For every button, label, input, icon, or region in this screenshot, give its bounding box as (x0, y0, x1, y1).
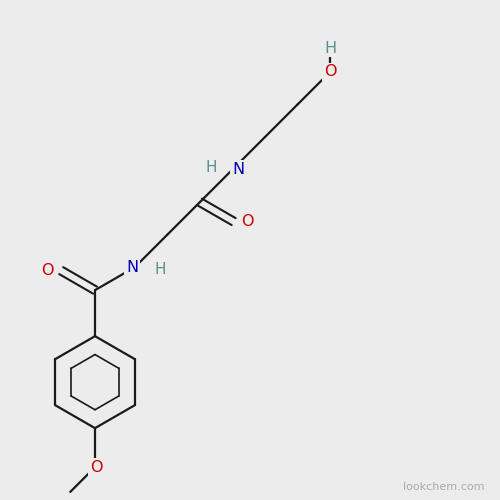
Text: H: H (324, 40, 336, 56)
Text: O: O (90, 460, 103, 474)
Text: O: O (41, 263, 54, 278)
Text: N: N (232, 162, 244, 177)
Text: lookchem.com: lookchem.com (404, 482, 485, 492)
Text: O: O (242, 214, 254, 229)
Text: O: O (324, 64, 336, 80)
Text: H: H (205, 160, 216, 174)
Text: N: N (126, 260, 138, 274)
Text: H: H (154, 262, 166, 277)
